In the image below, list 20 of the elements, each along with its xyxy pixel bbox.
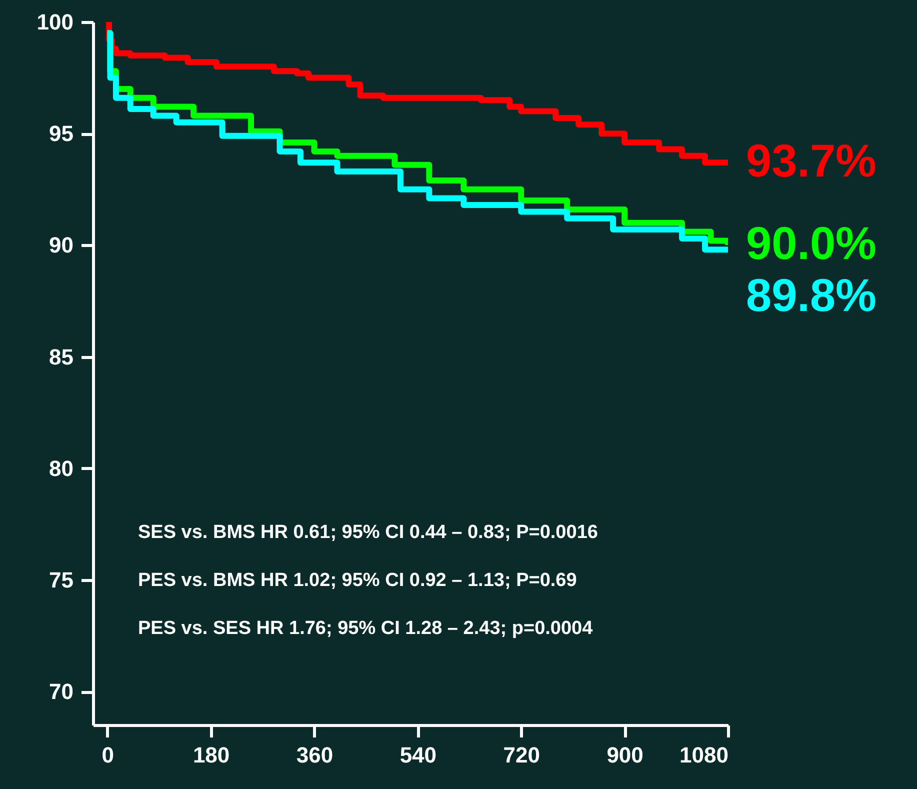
x-tick-label: 0 [102,742,114,768]
x-tick-label: 900 [606,742,644,768]
data-label: 89.8% [746,269,876,322]
y-tick-label: 80 [49,456,74,481]
y-tick-label: 75 [49,567,74,592]
y-tick-label: 90 [49,232,74,258]
y-tick-label: 100 [36,10,74,34]
annotation: PES vs. BMS HR 1.02; 95% CI 0.92 – 1.13; P=0.69 [138,570,577,591]
y-tick-label: 70 [49,679,74,704]
data-label: 93.7% [746,134,876,187]
y-tick-label: 85 [49,344,74,370]
y-tick-label: 95 [49,121,74,146]
data-label: 90.0% [746,217,876,270]
x-tick-label: 1080 [680,742,728,768]
x-tick-label: 540 [400,742,437,768]
x-tick-label: 180 [192,742,230,768]
x-tick-label: 720 [503,742,540,768]
annotation: SES vs. BMS HR 0.61; 95% CI 0.44 – 0.83; P=0.0016 [138,522,598,543]
x-tick-label: 360 [296,742,334,768]
annotation: PES vs. SES HR 1.76; 95% CI 1.28 – 2.43; p=0.0004 [138,618,594,639]
